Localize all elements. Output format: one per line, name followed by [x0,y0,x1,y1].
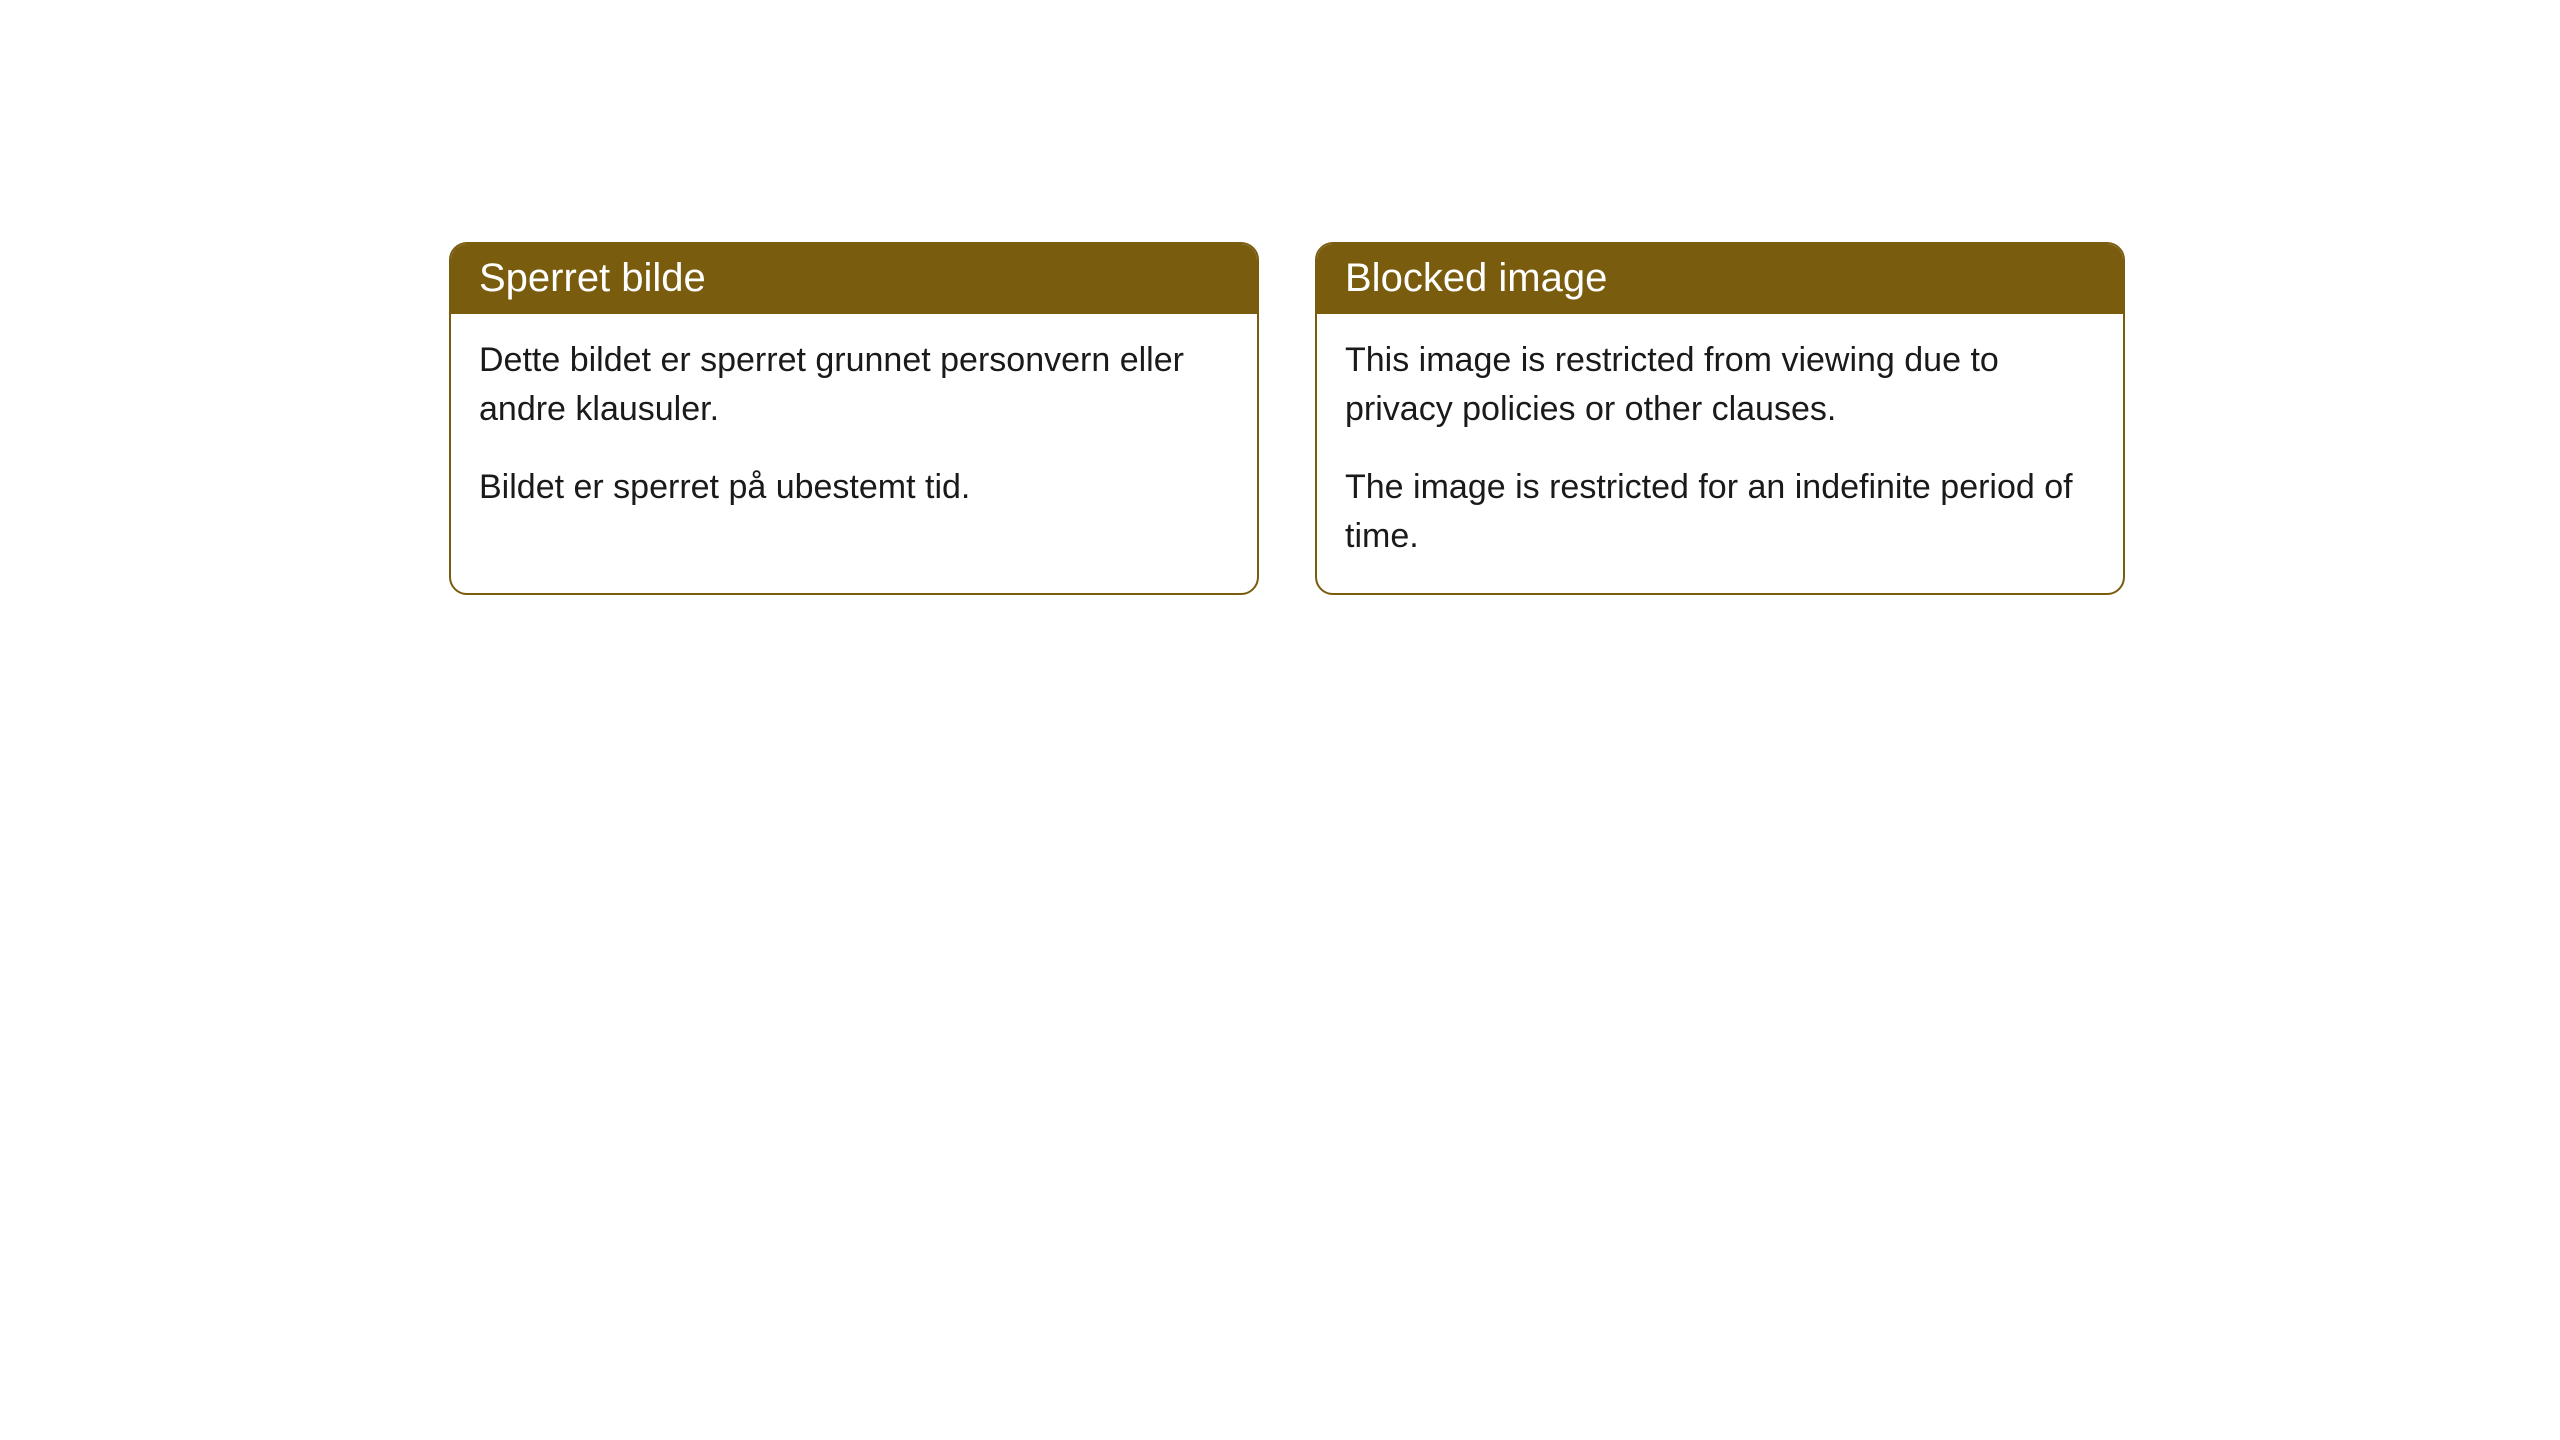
panel-body: Dette bildet er sperret grunnet personve… [451,314,1257,544]
panel-paragraph: This image is restricted from viewing du… [1345,336,2095,435]
panel-norwegian: Sperret bilde Dette bildet er sperret gr… [449,242,1259,595]
panel-paragraph: Dette bildet er sperret grunnet personve… [479,336,1229,435]
panel-title: Sperret bilde [451,244,1257,314]
panel-english: Blocked image This image is restricted f… [1315,242,2125,595]
notice-container: Sperret bilde Dette bildet er sperret gr… [449,242,2125,595]
panel-body: This image is restricted from viewing du… [1317,314,2123,593]
panel-paragraph: The image is restricted for an indefinit… [1345,463,2095,562]
panel-title: Blocked image [1317,244,2123,314]
panel-paragraph: Bildet er sperret på ubestemt tid. [479,463,1229,512]
